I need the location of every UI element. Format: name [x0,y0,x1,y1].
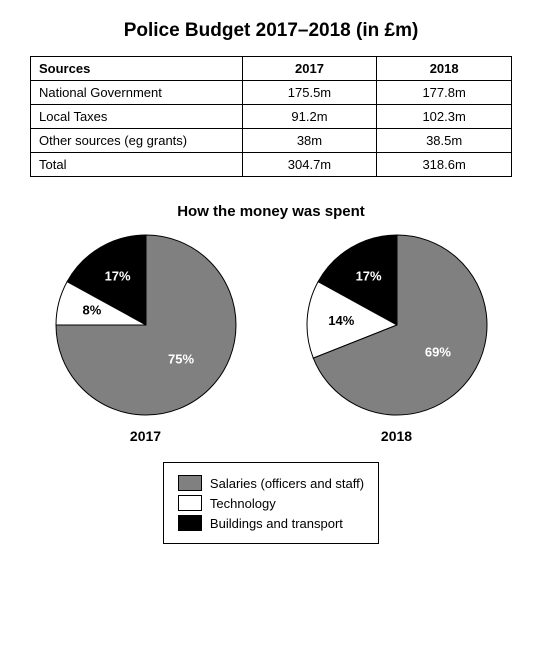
table-row: Total304.7m318.6m [31,153,512,177]
pie-svg: 17% 14% 69% [302,230,492,420]
pie-chart-2018: 17% 14% 69% 2018 [302,230,492,444]
pie-charts: 17% 8% 75% 2017 17% 14% 69% 2018 [30,230,512,444]
spending-title: How the money was spent [30,203,512,220]
legend-item-buildings: Buildings and transport [178,515,364,531]
pie-svg: 17% 8% 75% [51,230,241,420]
legend-item-technology: Technology [178,495,364,511]
legend-swatch [178,495,202,511]
page-title: Police Budget 2017–2018 (in £m) [30,20,512,42]
pie-year-label: 2018 [302,428,492,444]
row-value: 304.7m [242,153,377,177]
pie-slice-label-buildings: 17% [104,268,130,283]
budget-table: Sources 2017 2018 National Government175… [30,56,512,177]
pie-slice-label-salaries: 69% [424,344,450,359]
table-row: National Government175.5m177.8m [31,81,512,105]
legend-label: Salaries (officers and staff) [210,476,364,491]
row-label: Local Taxes [31,105,243,129]
row-value: 175.5m [242,81,377,105]
col-2017: 2017 [242,57,377,81]
row-value: 318.6m [377,153,512,177]
legend-item-salaries: Salaries (officers and staff) [178,475,364,491]
pie-year-label: 2017 [51,428,241,444]
legend: Salaries (officers and staff) Technology B… [163,462,379,544]
pie-chart-2017: 17% 8% 75% 2017 [51,230,241,444]
pie-slice-label-technology: 14% [328,313,354,328]
legend-swatch [178,515,202,531]
table-row: Other sources (eg grants)38m38.5m [31,129,512,153]
row-value: 102.3m [377,105,512,129]
row-label: National Government [31,81,243,105]
table-header-row: Sources 2017 2018 [31,57,512,81]
row-value: 177.8m [377,81,512,105]
pie-slice-label-salaries: 75% [167,351,193,366]
legend-swatch [178,475,202,491]
pie-slice-label-buildings: 17% [355,268,381,283]
legend-label: Technology [210,496,276,511]
col-2018: 2018 [377,57,512,81]
legend-label: Buildings and transport [210,516,343,531]
row-value: 38.5m [377,129,512,153]
row-label: Other sources (eg grants) [31,129,243,153]
pie-slice-label-technology: 8% [82,303,101,318]
col-sources: Sources [31,57,243,81]
row-value: 91.2m [242,105,377,129]
table-row: Local Taxes91.2m102.3m [31,105,512,129]
row-value: 38m [242,129,377,153]
row-label: Total [31,153,243,177]
